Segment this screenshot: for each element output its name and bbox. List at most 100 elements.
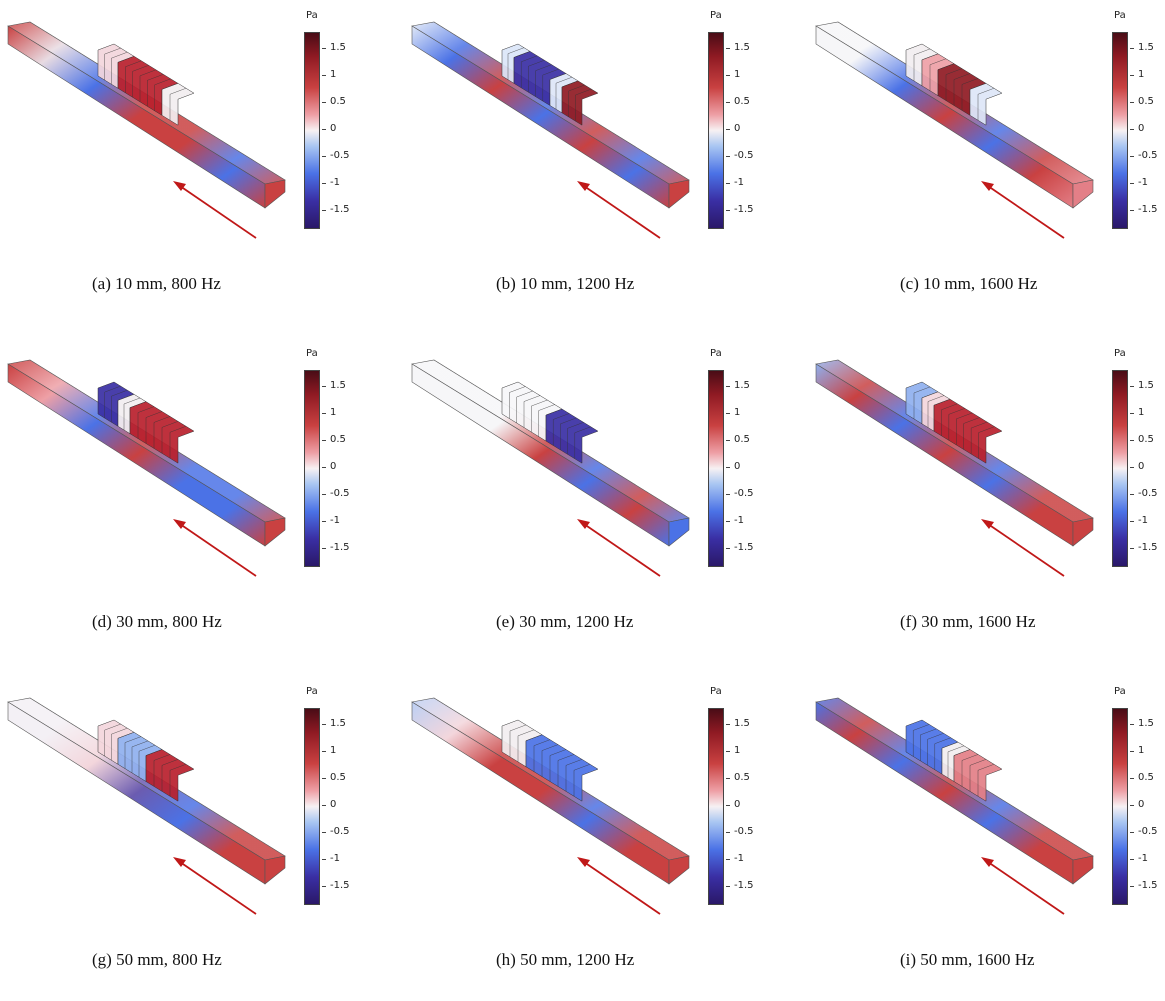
subfigure-panel: Pa 1.5 1 0.5 0 -0.5 -1 -1.5 (e) 30 mm, 1200 Hz [404,338,792,663]
colorbar-tick-label: -1 [726,177,744,188]
colorbar-tick-label: 1 [725,407,741,418]
colorbar-tick-label: -1.5 [1130,880,1158,891]
colorbar-tick-label: 1 [1129,407,1145,418]
colorbar-tick-label: -0.5 [1130,150,1158,161]
propagation-arrow [173,181,257,239]
colorbar-tick-label: -0.5 [322,826,350,837]
subfigure-caption: (f) 30 mm, 1600 Hz [900,612,1036,631]
colorbar-tick-label: 1.5 [726,380,750,391]
colorbar-unit-label: Pa [710,348,722,359]
colorbar-tick-label: -1 [1130,177,1148,188]
colorbar-tick-label: 0 [725,799,741,810]
colorbar-tick-label: 0 [321,799,337,810]
subfigure-panel: Pa 1.5 1 0.5 0 -0.5 -1 -1.5 (g) 50 mm, 800 Hz [0,676,388,1001]
resonator-cell-group [561,80,599,126]
resonator-cell-group [525,734,599,802]
duct-end-cap [264,517,286,547]
propagation-arrow [577,519,661,577]
colorbar [1112,32,1128,229]
colorbar-tick-label: 0.5 [726,434,750,445]
duct-pressure-field [411,697,690,915]
duct-body [7,363,266,547]
subfigure-panel: Pa 1.5 1 0.5 0 -0.5 -1 -1.5 (f) 30 mm, 1600 Hz [808,338,1165,663]
propagation-arrow [173,857,257,915]
colorbar-tick-label: 1 [321,745,337,756]
colorbar-unit-label: Pa [710,686,722,697]
subfigure-caption: (i) 50 mm, 1600 Hz [900,950,1035,969]
colorbar-tick-label: -1.5 [726,880,754,891]
colorbar-tick-label: 0 [1129,799,1145,810]
subfigure-panel: Pa 1.5 1 0.5 0 -0.5 -1 -1.5 (h) 50 mm, 1200 Hz [404,676,792,1001]
colorbar-tick-label: 1.5 [1130,718,1154,729]
subfigure-panel: Pa 1.5 1 0.5 0 -0.5 -1 -1.5 (b) 10 mm, 1200 Hz [404,0,792,325]
colorbar-unit-label: Pa [1114,686,1126,697]
subfigure-caption: (a) 10 mm, 800 Hz [92,274,221,293]
duct-end-cap [264,179,286,209]
colorbar-tick-label: 1.5 [1130,380,1154,391]
colorbar-tick-label: 1.5 [726,718,750,729]
colorbar-tick-label: -1.5 [1130,542,1158,553]
colorbar-unit-label: Pa [1114,10,1126,21]
propagation-arrow [577,181,661,239]
colorbar [708,708,724,905]
duct-end-cap [264,855,286,885]
subfigure-caption: (h) 50 mm, 1200 Hz [496,950,635,969]
duct-pressure-field [7,21,286,239]
propagation-arrow [981,857,1065,915]
duct-body [7,25,266,209]
colorbar-tick-label: -1.5 [322,204,350,215]
colorbar-tick-label: -1.5 [322,542,350,553]
colorbar-tick-label: -0.5 [726,488,754,499]
colorbar-tick-label: 1.5 [322,718,346,729]
colorbar-tick-label: 0.5 [1130,96,1154,107]
colorbar [708,370,724,567]
colorbar-tick-label: -1.5 [726,204,754,215]
duct-pressure-field [815,359,1094,577]
colorbar-unit-label: Pa [306,348,318,359]
colorbar-tick-label: 0.5 [1130,772,1154,783]
duct-body [411,25,670,209]
subfigure-caption: (e) 30 mm, 1200 Hz [496,612,634,631]
colorbar [304,370,320,567]
propagation-arrow [981,181,1065,239]
colorbar-tick-label: -1.5 [322,880,350,891]
colorbar-tick-label: 1.5 [322,380,346,391]
duct-end-cap [1072,855,1094,885]
subfigure-panel: Pa 1.5 1 0.5 0 -0.5 -1 -1.5 (d) 30 mm, 800 Hz [0,338,388,663]
duct-end-cap [668,855,690,885]
colorbar-tick-label: 1.5 [322,42,346,53]
colorbar-tick-label: -1 [322,853,340,864]
colorbar-tick-label: -1.5 [1130,204,1158,215]
colorbar-tick-label: 0 [1129,123,1145,134]
colorbar [1112,708,1128,905]
subfigure-caption: (g) 50 mm, 800 Hz [92,950,222,969]
subfigure-panel: Pa 1.5 1 0.5 0 -0.5 -1 -1.5 (i) 50 mm, 1600 Hz [808,676,1165,1001]
colorbar-tick-label: -1 [1130,853,1148,864]
duct-end-cap [668,179,690,209]
colorbar-tick-label: 0.5 [1130,434,1154,445]
colorbar-tick-label: 0 [321,461,337,472]
subfigure-panel: Pa 1.5 1 0.5 0 -0.5 -1 -1.5 (c) 10 mm, 1600 Hz [808,0,1165,325]
duct-body [815,701,1074,885]
colorbar-tick-label: 0.5 [726,96,750,107]
colorbar-tick-label: 0 [321,123,337,134]
propagation-arrow [173,519,257,577]
colorbar-tick-label: -0.5 [726,150,754,161]
colorbar [304,708,320,905]
colorbar-tick-label: 1 [1129,745,1145,756]
duct-body [411,701,670,885]
subfigure-panel: Pa 1.5 1 0.5 0 -0.5 -1 -1.5 (a) 10 mm, 800 Hz [0,0,388,325]
duct-body [815,25,1074,209]
colorbar-tick-label: -1 [726,515,744,526]
duct-body [7,701,266,885]
colorbar-tick-label: -0.5 [726,826,754,837]
duct-end-cap [1072,179,1094,209]
duct-body [815,363,1074,547]
resonator-cell-group [545,408,599,464]
propagation-arrow [577,857,661,915]
duct-pressure-field [411,359,690,577]
colorbar-tick-label: -0.5 [322,150,350,161]
colorbar-tick-label: -1 [322,515,340,526]
colorbar-unit-label: Pa [1114,348,1126,359]
duct-pressure-field [411,21,690,239]
